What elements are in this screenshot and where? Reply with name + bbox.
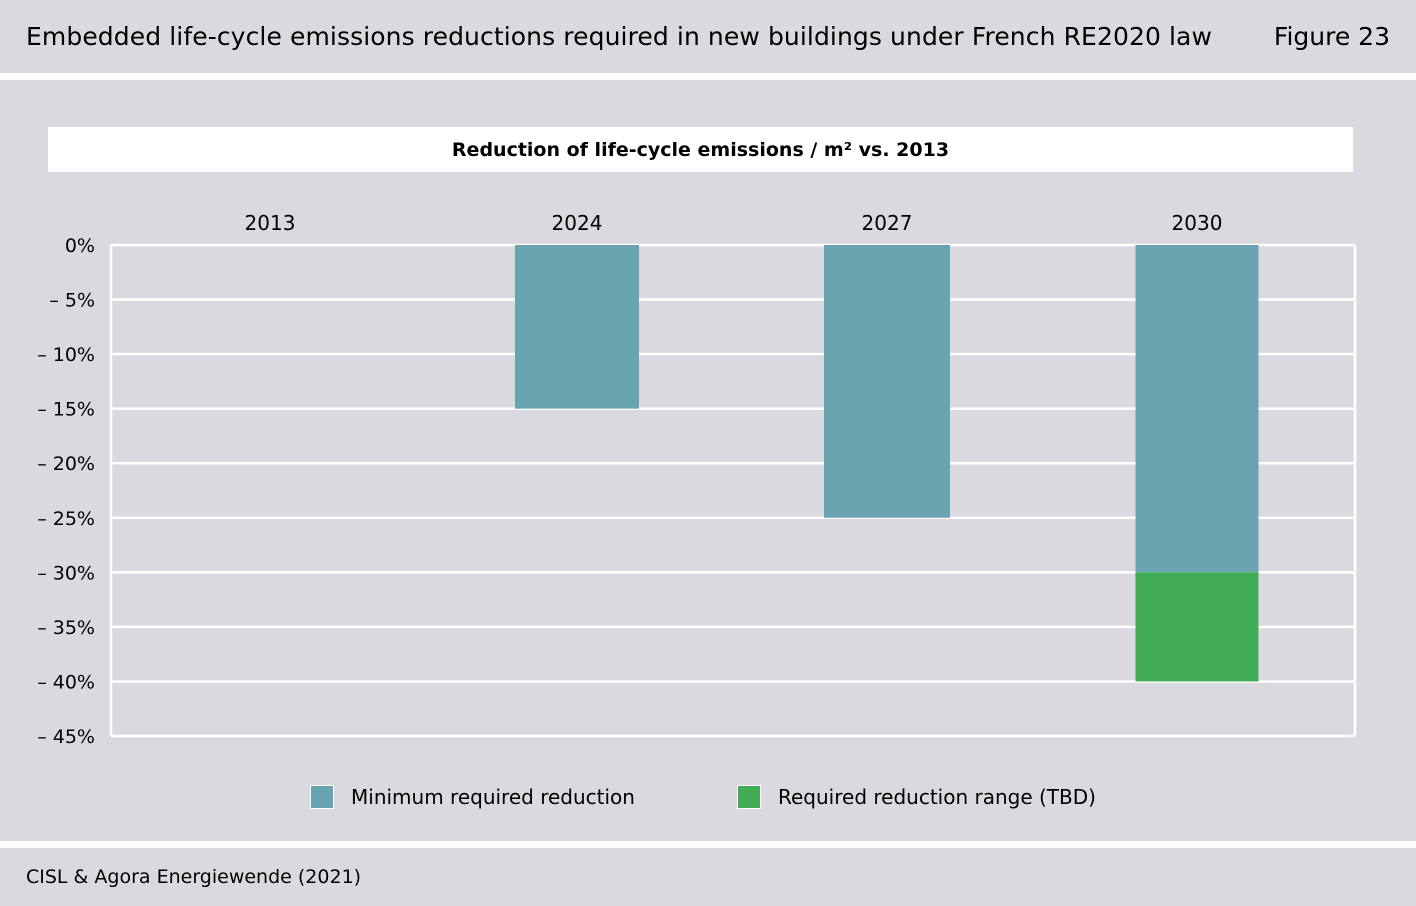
header-bar: Embedded life-cycle emissions reductions… — [0, 0, 1416, 73]
footer-bar — [0, 848, 1416, 906]
category-label-2024: 2024 — [552, 211, 603, 235]
category-label-2013: 2013 — [245, 211, 296, 235]
legend-label-minimum: Minimum required reduction — [351, 785, 635, 809]
bar-2030-series-1 — [1135, 572, 1259, 682]
chart-title-box: Reduction of life-cycle emissions / m² v… — [48, 127, 1353, 172]
legend-swatch-range — [737, 785, 761, 809]
y-tick-label-4: – 20% — [37, 453, 95, 475]
bar-2027-series-0 — [824, 245, 950, 518]
figure-number: Figure 23 — [1273, 22, 1390, 51]
chart-title: Reduction of life-cycle emissions / m² v… — [451, 139, 950, 161]
y-tick-label-8: – 40% — [37, 671, 95, 693]
category-label-2027: 2027 — [862, 211, 913, 235]
bar-2030-series-0 — [1135, 245, 1259, 573]
y-tick-label-6: – 30% — [37, 562, 95, 584]
y-tick-label-3: – 15% — [37, 399, 95, 421]
y-tick-label-0: 0% — [65, 235, 95, 257]
y-tick-label-1: – 5% — [49, 290, 95, 312]
y-tick-label-9: – 45% — [37, 726, 95, 748]
source-note: CISL & Agora Energiewende (2021) — [26, 866, 362, 888]
y-tick-label-5: – 25% — [37, 508, 95, 530]
legend-item-range: Required reduction range (TBD) — [737, 784, 1096, 810]
legend-label-range: Required reduction range (TBD) — [778, 785, 1096, 809]
legend-swatch-minimum — [310, 785, 334, 809]
y-tick-label-2: – 10% — [37, 344, 95, 366]
figure-title: Embedded life-cycle emissions reductions… — [26, 22, 1213, 51]
legend-item-minimum: Minimum required reduction — [310, 784, 635, 810]
bar-2024-series-0 — [515, 245, 639, 409]
y-tick-label-7: – 35% — [37, 617, 95, 639]
category-label-2030: 2030 — [1172, 211, 1223, 235]
